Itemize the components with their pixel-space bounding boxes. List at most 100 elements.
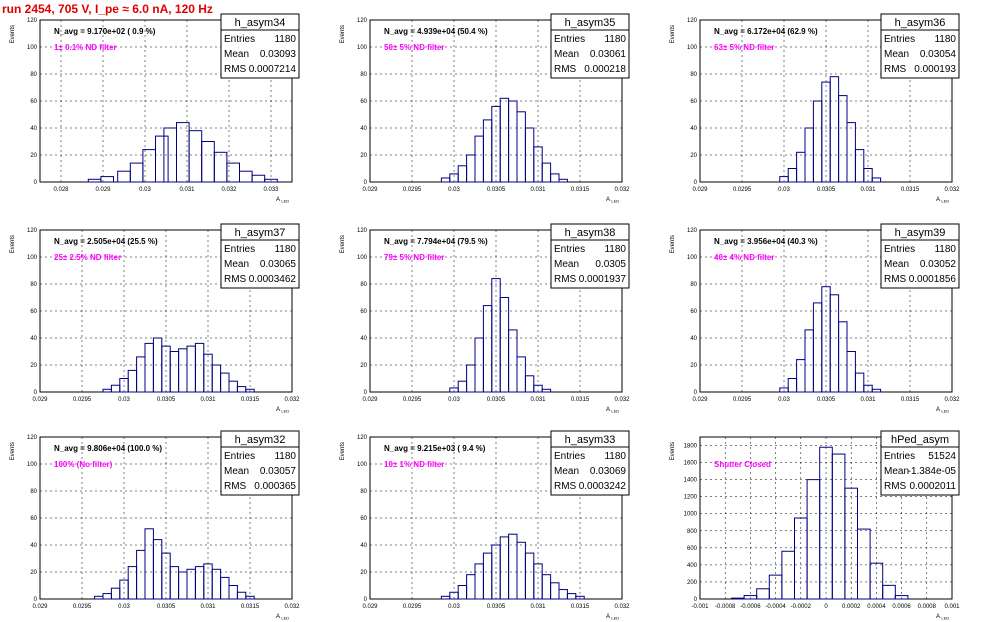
n-avg-label: N_avg = 2.505e+04 (25.5 %) bbox=[54, 237, 158, 246]
y-tick-label: 40 bbox=[690, 126, 697, 132]
stat-label: Entries bbox=[554, 451, 585, 462]
y-tick-label: 120 bbox=[357, 228, 368, 234]
stat-value: 0.0305 bbox=[595, 259, 626, 270]
x-tick-label: 0.0305 bbox=[817, 397, 836, 403]
y-tick-label: 1400 bbox=[684, 478, 698, 484]
y-tick-label: 80 bbox=[690, 72, 697, 78]
histogram-name: h_asym38 bbox=[565, 227, 616, 239]
stat-label: Mean bbox=[224, 49, 249, 60]
histogram-bar bbox=[831, 453, 846, 600]
n-avg-label: N_avg = 9.170e+02 ( 0.9 %) bbox=[54, 27, 156, 36]
histogram-bar bbox=[524, 552, 535, 600]
x-tick-label: 0.0315 bbox=[571, 187, 590, 193]
histogram-name: h_asym34 bbox=[235, 17, 286, 29]
histogram-bar bbox=[100, 176, 115, 183]
x-tick-label: -0.0008 bbox=[715, 604, 736, 610]
y-axis-label: Events bbox=[10, 442, 16, 460]
histogram-bar bbox=[533, 384, 543, 393]
histogram-bar bbox=[239, 170, 253, 183]
histogram-bar bbox=[838, 321, 848, 393]
histogram-bar bbox=[457, 165, 468, 183]
y-axis-label: Events bbox=[670, 442, 676, 460]
histogram-bar bbox=[575, 595, 585, 600]
histogram-bar bbox=[236, 386, 247, 393]
y-tick-label: 20 bbox=[690, 153, 697, 159]
y-tick-label: 120 bbox=[687, 18, 698, 24]
y-tick-label: 1200 bbox=[684, 495, 698, 501]
x-tick-label: 0.029 bbox=[362, 187, 378, 193]
filter-label: Shutter Closed bbox=[714, 460, 771, 469]
x-tick-label: 0.033 bbox=[263, 187, 279, 193]
histogram-bar bbox=[550, 582, 560, 600]
histogram-bar bbox=[466, 364, 476, 393]
histogram-bar bbox=[136, 549, 146, 600]
stat-value: 1180 bbox=[274, 451, 296, 462]
y-tick-label: 20 bbox=[690, 363, 697, 369]
histogram-bar bbox=[474, 135, 484, 183]
y-tick-label: 100 bbox=[687, 45, 698, 51]
y-axis-label: Events bbox=[340, 442, 346, 460]
histogram-bar bbox=[558, 589, 568, 600]
y-tick-label: 40 bbox=[360, 336, 367, 342]
histogram-bar bbox=[110, 384, 121, 393]
y-tick-label: 60 bbox=[360, 309, 367, 315]
y-axis-label: Events bbox=[10, 235, 16, 253]
x-tick-label: 0.032 bbox=[614, 397, 630, 403]
stat-label: Mean bbox=[554, 466, 579, 477]
histogram-bar bbox=[524, 375, 535, 393]
y-tick-label: 120 bbox=[27, 18, 38, 24]
stat-label: RMS bbox=[224, 481, 247, 492]
x-tick-label: 0.031 bbox=[530, 397, 546, 403]
histogram-bar bbox=[796, 359, 806, 393]
stat-value: 1180 bbox=[934, 244, 956, 255]
x-tick-label: 0.032 bbox=[944, 397, 960, 403]
x-tick-label: 0.032 bbox=[614, 604, 630, 610]
stats-box bbox=[220, 239, 300, 289]
stat-label: RMS bbox=[884, 481, 907, 492]
n-avg-label: N_avg = 4.939e+04 (50.4 %) bbox=[384, 27, 488, 36]
x-tick-label: -0.0002 bbox=[791, 604, 812, 610]
y-tick-label: 40 bbox=[360, 543, 367, 549]
histogram-bar bbox=[863, 384, 873, 393]
histogram-bar bbox=[482, 305, 493, 393]
x-tick-label: 0.0295 bbox=[403, 187, 422, 193]
histogram-bar bbox=[499, 297, 510, 393]
y-axis-label: Events bbox=[670, 25, 676, 43]
histogram-bar bbox=[857, 528, 871, 600]
stat-label: RMS bbox=[884, 64, 907, 75]
histogram-bar bbox=[245, 388, 255, 393]
histogram-bar bbox=[804, 329, 814, 393]
y-tick-label: 200 bbox=[687, 580, 698, 586]
y-tick-label: 100 bbox=[27, 462, 38, 468]
y-tick-label: 100 bbox=[357, 255, 368, 261]
stat-label: Entries bbox=[884, 34, 915, 45]
y-tick-label: 60 bbox=[690, 99, 697, 105]
histogram-bar bbox=[236, 591, 247, 600]
y-tick-label: 80 bbox=[360, 72, 367, 78]
x-tick-label: 0.029 bbox=[32, 397, 48, 403]
stat-label: Mean bbox=[224, 466, 249, 477]
x-tick-label: 0.031 bbox=[179, 187, 195, 193]
stat-label: RMS bbox=[554, 481, 577, 492]
stat-label: Mean bbox=[554, 49, 579, 60]
stats-box bbox=[880, 29, 960, 79]
y-axis-label: Events bbox=[340, 25, 346, 43]
histogram-bar bbox=[829, 294, 840, 393]
x-tick-label: 0.029 bbox=[692, 397, 708, 403]
y-tick-label: 120 bbox=[27, 435, 38, 441]
histogram-bar bbox=[110, 587, 121, 600]
stat-value: 0.03093 bbox=[260, 49, 297, 60]
histogram-bar bbox=[127, 369, 138, 393]
x-tick-label: 0.03 bbox=[448, 604, 460, 610]
histogram-bar bbox=[94, 595, 104, 600]
histogram-name: h_asym36 bbox=[895, 17, 946, 29]
y-tick-label: 20 bbox=[30, 363, 37, 369]
stats-box bbox=[550, 446, 630, 496]
y-tick-label: 1600 bbox=[684, 461, 698, 467]
filter-label: 40± 4% ND filter bbox=[714, 253, 774, 262]
histogram-bar bbox=[756, 588, 770, 600]
histogram-bar bbox=[144, 342, 154, 393]
y-tick-label: 100 bbox=[27, 45, 38, 51]
stat-label: RMS bbox=[884, 274, 907, 285]
y-tick-label: 20 bbox=[30, 570, 37, 576]
